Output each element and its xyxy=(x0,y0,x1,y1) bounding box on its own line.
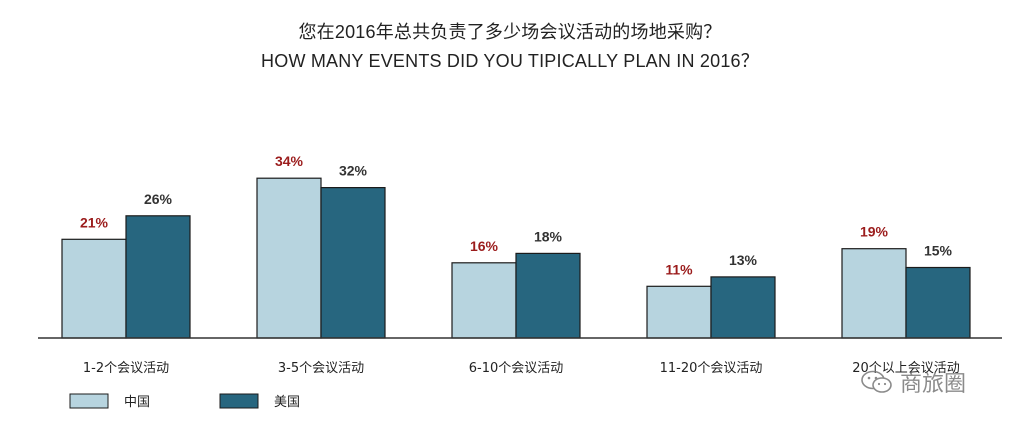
bar-usa xyxy=(515,252,581,339)
legend-swatch xyxy=(69,393,109,409)
bar-china xyxy=(61,238,127,339)
bar-usa xyxy=(905,266,971,339)
watermark-text: 商旅圈 xyxy=(900,372,967,397)
category-label: 3-5个会议活动 xyxy=(278,361,364,376)
data-label: 13% xyxy=(729,252,758,268)
data-label: 15% xyxy=(924,243,953,259)
chart-subtitle: HOW MANY EVENTS DID YOU TIPICALLY PLAN I… xyxy=(261,51,759,71)
bar-china xyxy=(451,262,517,339)
bar-china xyxy=(841,248,907,339)
data-label: 21% xyxy=(80,214,109,230)
bar-usa xyxy=(320,187,386,339)
category-label: 11-20个会议活动 xyxy=(660,361,763,376)
wechat-icon xyxy=(861,370,892,393)
legend-label: 美国 xyxy=(274,395,300,410)
category-label: 6-10个会议活动 xyxy=(469,361,564,376)
watermark: 商旅圈 xyxy=(860,366,966,398)
data-label: 11% xyxy=(665,261,693,277)
bar-china xyxy=(256,177,322,339)
bar-china xyxy=(646,285,712,339)
bar-usa xyxy=(125,215,191,339)
data-label: 16% xyxy=(470,238,499,254)
data-label: 34% xyxy=(275,153,304,169)
legend-label: 中国 xyxy=(124,395,150,410)
data-label: 18% xyxy=(534,228,563,244)
data-label: 26% xyxy=(144,191,173,207)
category-label: 1-2个会议活动 xyxy=(83,361,169,376)
legend-swatch xyxy=(219,393,259,409)
data-label: 19% xyxy=(860,224,889,240)
bar-usa xyxy=(710,276,776,339)
chart-title: 您在2016年总共负责了多少场会议活动的场地采购？ xyxy=(298,22,722,42)
data-label: 32% xyxy=(339,163,368,179)
